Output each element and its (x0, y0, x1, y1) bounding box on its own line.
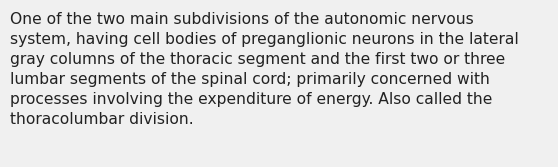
Text: One of the two main subdivisions of the autonomic nervous
system, having cell bo: One of the two main subdivisions of the … (10, 12, 519, 127)
